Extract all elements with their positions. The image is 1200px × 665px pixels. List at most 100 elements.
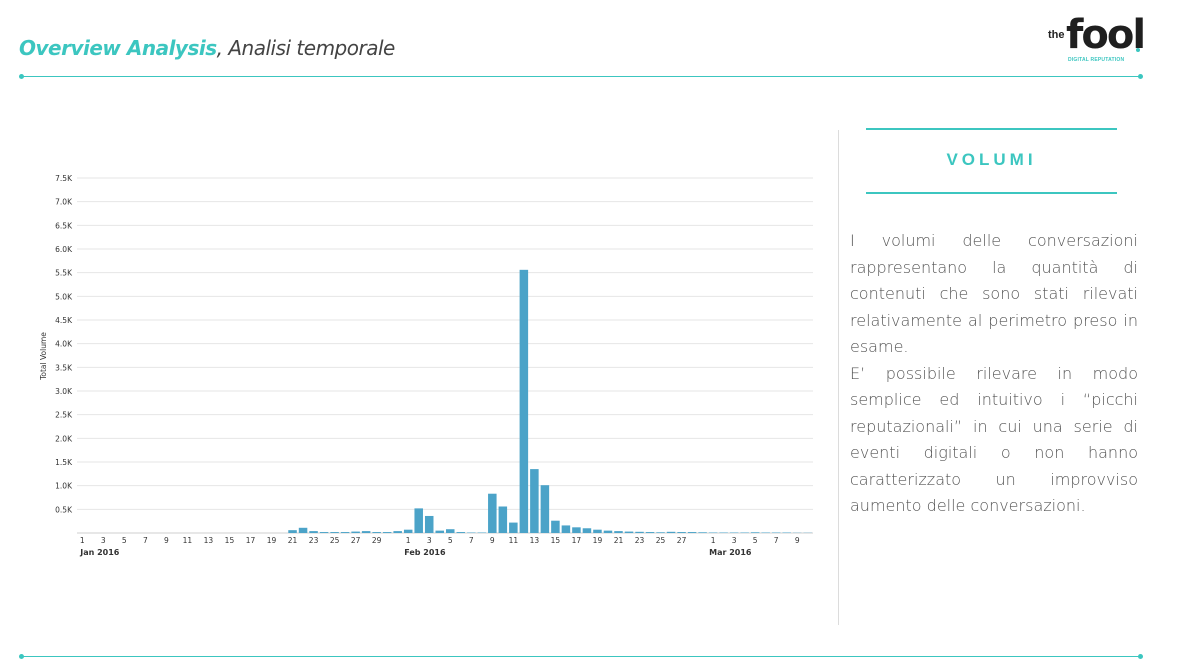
x-tick-label: 19 [593, 536, 603, 545]
bar [351, 531, 360, 533]
bar [403, 529, 413, 533]
y-tick-label: 3.5K [55, 363, 73, 372]
x-tick-label: 3 [732, 536, 737, 545]
bar [540, 485, 550, 533]
x-tick-label: 9 [795, 536, 800, 545]
sidebar-bottom-rule [866, 192, 1117, 194]
bar [361, 531, 371, 533]
bar [656, 532, 665, 533]
y-tick-label: 2.0K [55, 434, 73, 443]
sidebar-heading: VOLUMI [946, 150, 1037, 169]
bar [614, 531, 623, 533]
x-tick-label: 9 [490, 536, 495, 545]
header-divider [21, 76, 1141, 77]
x-month-label: Feb 2016 [404, 548, 446, 557]
x-tick-label: 15 [551, 536, 561, 545]
x-tick-label: 13 [530, 536, 540, 545]
bar [666, 531, 676, 533]
x-tick-label: 3 [427, 536, 432, 545]
sidebar-paragraph-1: I volumi delle conversazioni rappresenta… [850, 231, 1138, 356]
y-tick-label: 0.5K [55, 505, 73, 514]
footer-divider-start-dot [19, 654, 24, 659]
x-tick-label: 25 [330, 536, 340, 545]
x-tick-label: 3 [101, 536, 106, 545]
y-axis-label: Total Volume [39, 332, 48, 381]
y-tick-label: 3.0K [55, 387, 73, 396]
y-tick-label: 7.5K [55, 174, 73, 183]
bar [393, 531, 402, 533]
x-tick-label: 7 [143, 536, 148, 545]
x-tick-label: 21 [288, 536, 298, 545]
x-tick-label: 11 [183, 536, 193, 545]
x-tick-label: 7 [774, 536, 779, 545]
x-tick-label: 13 [204, 536, 214, 545]
bar [382, 532, 392, 533]
x-tick-label: 15 [225, 536, 235, 545]
bar [456, 532, 466, 533]
footer-divider [21, 656, 1141, 657]
footer-divider-end-dot [1138, 654, 1143, 659]
page-title-strong: Overview Analysis [19, 36, 217, 60]
x-tick-label: 17 [572, 536, 582, 545]
x-tick-label: 23 [635, 536, 645, 545]
bar [488, 493, 497, 533]
x-tick-label: 27 [351, 536, 361, 545]
page-title-rest: , Analisi temporale [216, 36, 396, 60]
y-tick-label: 6.5K [55, 221, 73, 230]
bar [624, 531, 634, 533]
x-tick-label: 7 [469, 536, 474, 545]
header-divider-end-dot [1138, 74, 1143, 79]
y-tick-label: 4.0K [55, 340, 73, 349]
bar [687, 532, 697, 533]
x-tick-label: 17 [246, 536, 256, 545]
bar [309, 531, 318, 533]
vertical-divider [838, 130, 839, 625]
bar [435, 530, 444, 533]
sidebar-top-rule [866, 128, 1117, 130]
x-tick-label: 27 [677, 536, 687, 545]
sidebar-description: I volumi delle conversazioni rappresenta… [850, 228, 1138, 520]
x-tick-label: 21 [614, 536, 624, 545]
bar [509, 522, 518, 533]
bar [551, 520, 560, 533]
bar [561, 525, 571, 533]
x-month-label: Mar 2016 [709, 548, 752, 557]
bar [519, 269, 529, 533]
bar [593, 529, 602, 533]
logo-word: fool [1066, 12, 1146, 58]
x-tick-label: 19 [267, 536, 277, 545]
bar [530, 469, 539, 533]
bar [677, 532, 686, 533]
bar [698, 532, 707, 533]
bar [446, 529, 455, 533]
y-tick-label: 7.0K [55, 198, 73, 207]
logo-dot [1136, 48, 1140, 52]
bar [319, 532, 329, 533]
x-tick-label: 5 [448, 536, 453, 545]
x-month-label: Jan 2016 [79, 548, 120, 557]
x-tick-label: 5 [122, 536, 127, 545]
header-divider-start-dot [19, 74, 24, 79]
bar [750, 532, 760, 533]
brand-logo: the fool DIGITAL REPUTATION [1048, 12, 1146, 66]
logo-subtitle: DIGITAL REPUTATION [1068, 57, 1125, 63]
x-tick-label: 23 [309, 536, 319, 545]
x-tick-label: 29 [372, 536, 382, 545]
bar [572, 527, 581, 533]
x-tick-label: 1 [711, 536, 716, 545]
bar [288, 530, 297, 533]
x-tick-label: 25 [656, 536, 666, 545]
y-tick-label: 1.0K [55, 482, 73, 491]
x-tick-label: 1 [80, 536, 85, 545]
bar [298, 527, 308, 533]
y-tick-label: 5.0K [55, 292, 73, 301]
y-tick-label: 4.5K [55, 316, 73, 325]
x-tick-label: 1 [406, 536, 411, 545]
x-tick-label: 11 [509, 536, 519, 545]
bar [372, 532, 381, 533]
sidebar-paragraph-2: E’ possibile rilevare in modo semplice e… [850, 363, 1138, 516]
bar [635, 531, 644, 533]
y-tick-label: 6.0K [55, 245, 73, 254]
bar [414, 508, 423, 533]
y-tick-label: 2.5K [55, 411, 73, 420]
